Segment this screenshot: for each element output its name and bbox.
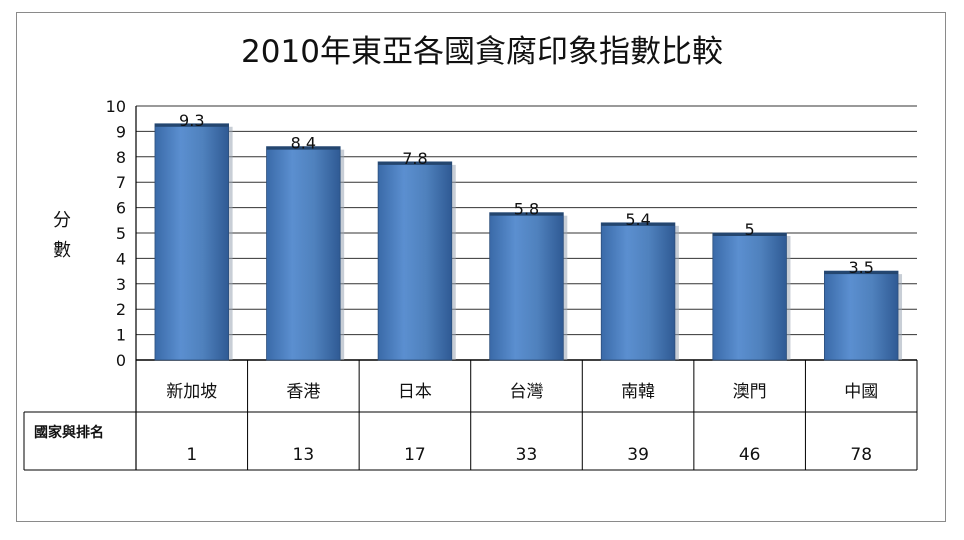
- rank-value: 1: [186, 445, 197, 465]
- rank-value: 78: [850, 445, 872, 465]
- y-tick-label: 0: [116, 351, 126, 370]
- y-tick-label: 3: [116, 275, 126, 294]
- bar-top-edge: [266, 146, 341, 150]
- bar-top-edge: [601, 222, 675, 226]
- rank-value: 17: [404, 445, 426, 465]
- bar-top-edge: [489, 212, 564, 216]
- bar-data-label: 3.5: [848, 258, 873, 277]
- bar-data-label: 5.8: [514, 200, 539, 219]
- bar-data-label: 8.4: [291, 134, 316, 153]
- bar: [154, 123, 230, 361]
- rank-value: 33: [516, 445, 538, 465]
- bar: [712, 232, 787, 361]
- bar: [489, 212, 564, 361]
- rank-value: 13: [293, 445, 315, 465]
- bar-data-label: 5: [745, 220, 755, 239]
- y-tick-label: 8: [116, 148, 126, 167]
- bar: [600, 222, 676, 361]
- rank-value: 39: [627, 445, 649, 465]
- y-tick-label: 6: [116, 199, 126, 218]
- y-axis-label-line-2: 數: [53, 240, 71, 261]
- y-axis-label-line-1: 分: [53, 210, 71, 231]
- x-category-label: 日本: [398, 382, 432, 402]
- rank-value: 46: [739, 445, 761, 465]
- y-tick-label: 9: [116, 122, 126, 141]
- bar-data-label: 5.4: [625, 210, 650, 229]
- y-tick-label: 5: [116, 224, 126, 243]
- y-tick-label: 1: [116, 326, 126, 345]
- bar: [266, 146, 341, 361]
- table-row-label: 國家與排名: [34, 424, 104, 441]
- bar-top-edge: [378, 161, 452, 165]
- x-category-label: 中國: [844, 382, 878, 402]
- bar-data-label: 7.8: [402, 149, 427, 168]
- bar-top-edge: [154, 123, 229, 127]
- y-tick-label: 10: [106, 97, 126, 116]
- chart-title: 2010年東亞各國貪腐印象指數比較: [241, 34, 723, 70]
- x-category-label: 台灣: [510, 382, 544, 402]
- x-category-label: 香港: [286, 382, 320, 402]
- y-tick-label: 2: [116, 300, 126, 319]
- bar-top-edge: [824, 271, 899, 275]
- x-category-label: 南韓: [621, 382, 655, 402]
- y-tick-label: 4: [116, 249, 126, 268]
- bar: [377, 161, 453, 361]
- bar-data-label: 9.3: [179, 111, 204, 130]
- x-category-label: 新加坡: [166, 382, 217, 402]
- label-layer: 9.3 新加坡 1 8.4 香港 13 7.8 日本 17 5.8 台灣 33 5.4 南韓 39 5 澳門 46…: [166, 111, 878, 465]
- bar-layer: [154, 123, 903, 361]
- y-tick-label: 7: [116, 173, 126, 192]
- bar: [823, 270, 899, 361]
- bar-top-edge: [712, 233, 787, 236]
- x-category-label: 澳門: [733, 382, 767, 402]
